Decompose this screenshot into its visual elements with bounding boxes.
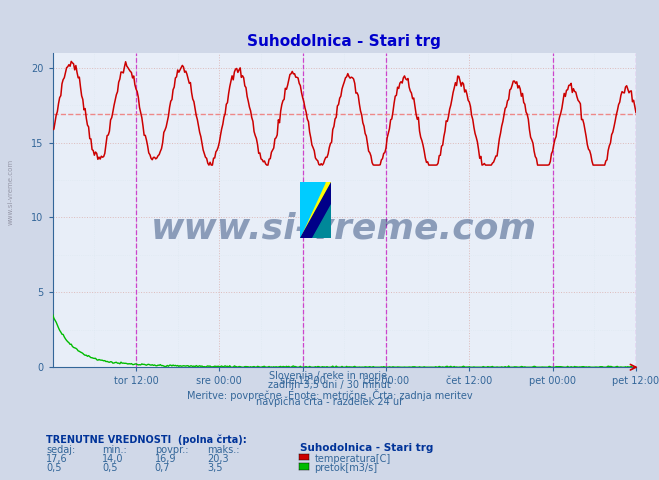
Text: 0,5: 0,5 — [102, 463, 118, 473]
Text: povpr.:: povpr.: — [155, 445, 188, 455]
Text: 16,9: 16,9 — [155, 454, 177, 464]
Text: www.si-vreme.com: www.si-vreme.com — [152, 212, 537, 246]
Text: navpična črta - razdelek 24 ur: navpična črta - razdelek 24 ur — [256, 396, 403, 407]
Text: 0,7: 0,7 — [155, 463, 171, 473]
Text: 17,6: 17,6 — [46, 454, 68, 464]
Text: TRENUTNE VREDNOSTI  (polna črta):: TRENUTNE VREDNOSTI (polna črta): — [46, 434, 247, 445]
Text: Slovenija / reke in morje.: Slovenija / reke in morje. — [269, 371, 390, 381]
Polygon shape — [300, 182, 325, 238]
Text: 14,0: 14,0 — [102, 454, 124, 464]
Text: zadnjh 3,5 dni / 30 minut: zadnjh 3,5 dni / 30 minut — [268, 380, 391, 390]
Text: sedaj:: sedaj: — [46, 445, 75, 455]
Text: www.si-vreme.com: www.si-vreme.com — [8, 159, 14, 225]
Text: temperatura[C]: temperatura[C] — [314, 454, 391, 464]
Text: pretok[m3/s]: pretok[m3/s] — [314, 463, 378, 473]
Text: 0,5: 0,5 — [46, 463, 62, 473]
Text: Meritve: povprečne  Enote: metrične  Črta: zadnja meritev: Meritve: povprečne Enote: metrične Črta:… — [186, 389, 473, 401]
Text: 3,5: 3,5 — [208, 463, 223, 473]
Polygon shape — [300, 182, 331, 238]
Polygon shape — [312, 204, 331, 238]
Text: 20,3: 20,3 — [208, 454, 229, 464]
Text: maks.:: maks.: — [208, 445, 240, 455]
Text: Suhodolnica - Stari trg: Suhodolnica - Stari trg — [300, 443, 433, 453]
Title: Suhodolnica - Stari trg: Suhodolnica - Stari trg — [247, 34, 442, 49]
Text: min.:: min.: — [102, 445, 127, 455]
